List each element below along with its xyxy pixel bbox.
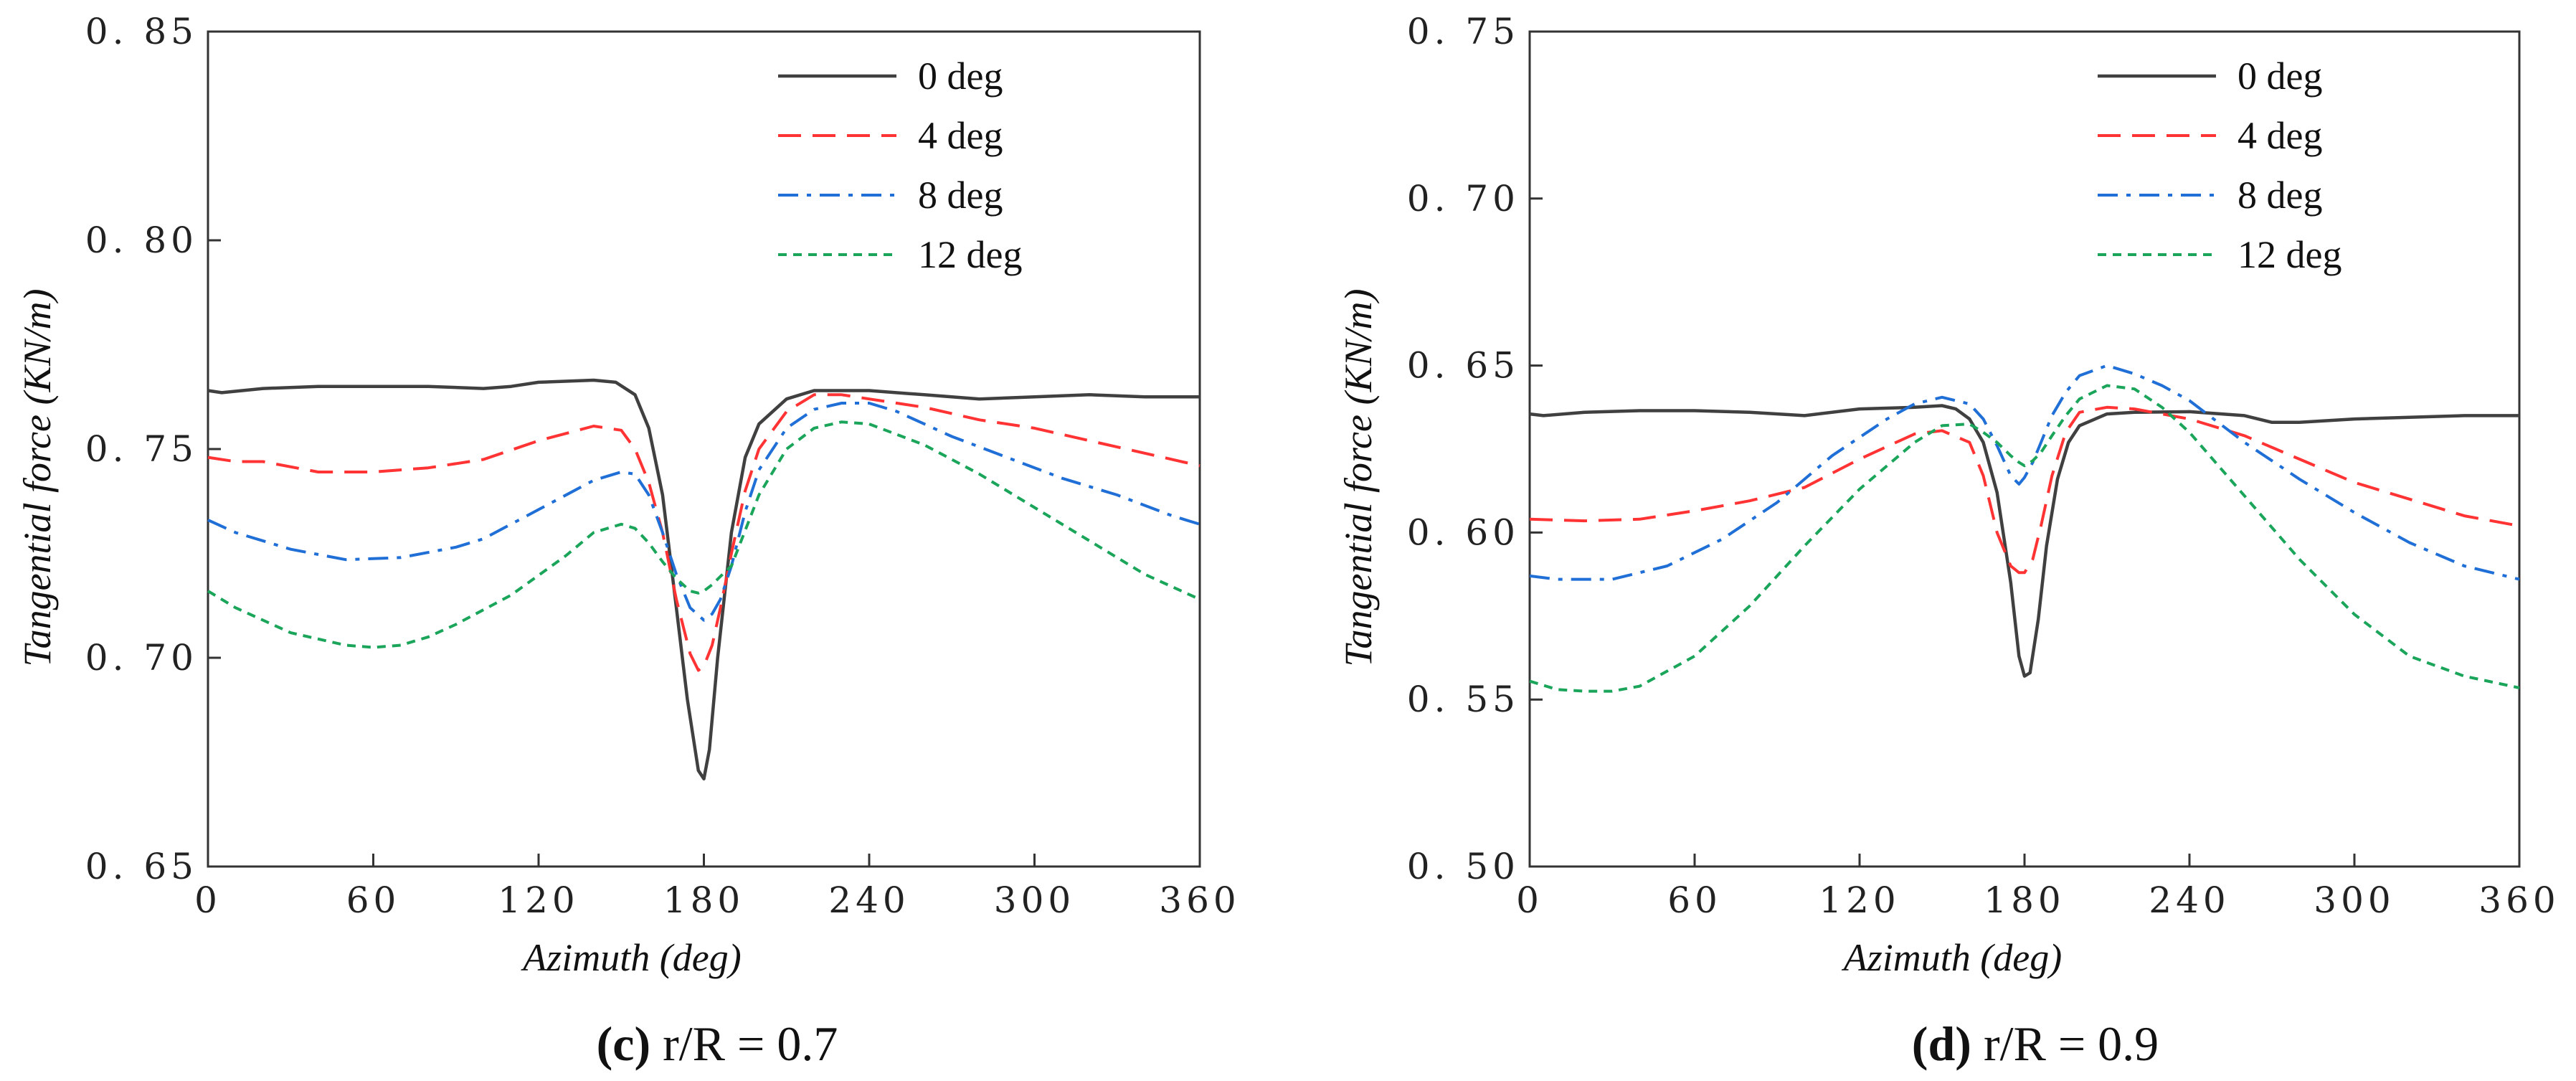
y-tick-label: 0. 80 [85, 219, 198, 261]
x-tick-label: 0 [1516, 879, 1543, 921]
y-tick-label: 0. 55 [1407, 679, 1520, 720]
chart-panel-c: 0 60 120 180 240 300 360 0. 65 0. 70 0. 75 0. 80 0.… [16, 11, 1240, 979]
y-tick-label: 0. 50 [1407, 846, 1520, 887]
y-tick-label: 0. 85 [85, 11, 198, 52]
legend-label: 8 deg [2238, 174, 2322, 217]
caption-d: (d) r/R = 0.9 [1912, 1016, 2159, 1071]
caption-d-letter: d [1928, 1016, 1955, 1071]
y-tick-label: 0. 75 [1407, 11, 1520, 52]
series-line-0-deg [1529, 404, 2519, 678]
y-axis-label: Tangential force (KN/m) [1337, 288, 1380, 666]
series-line-0-deg [207, 378, 1200, 781]
x-axis-label: Azimuth (deg) [521, 936, 741, 979]
y-tick-label: 0. 70 [85, 637, 198, 679]
x-tick-label: 180 [663, 879, 744, 921]
caption-d-text: r/R = 0.9 [1971, 1016, 2159, 1071]
x-tick-label: 240 [828, 879, 909, 921]
x-tick-label: 180 [1984, 879, 2065, 921]
caption-c: (c) r/R = 0.7 [597, 1016, 838, 1071]
x-tick-label: 60 [1667, 879, 1722, 921]
legend-label: 8 deg [918, 174, 1003, 217]
legend-label: 4 deg [918, 114, 1003, 157]
series-line-12-deg [1529, 384, 2520, 693]
series-line-8-deg [207, 402, 1201, 622]
caption-c-letter: c [612, 1016, 634, 1071]
legend-label: 0 deg [918, 55, 1003, 98]
y-tick-label: 0. 60 [1407, 511, 1520, 553]
y-tick-label: 0. 70 [1407, 178, 1520, 219]
series-line-4-deg [1529, 405, 2520, 575]
series-line-8-deg [1529, 364, 2520, 581]
plot-frame [207, 30, 1201, 868]
x-axis-label: Azimuth (deg) [1842, 936, 2062, 979]
y-tick-label: 0. 75 [85, 428, 198, 470]
y-tick-label: 0. 65 [1407, 345, 1520, 387]
caption-c-text: r/R = 0.7 [650, 1016, 838, 1071]
x-tick-label: 360 [1159, 879, 1240, 921]
x-tick-label: 120 [498, 879, 579, 921]
x-tick-label: 60 [346, 879, 401, 921]
legend-label: 12 deg [2238, 233, 2341, 276]
x-tick-label: 120 [1819, 879, 1900, 921]
y-tick-label: 0. 65 [85, 846, 198, 887]
x-tick-label: 360 [2478, 879, 2560, 921]
series-line-12-deg [207, 420, 1201, 649]
plot-frame [1528, 30, 2521, 868]
x-tick-label: 0 [194, 879, 222, 921]
series-line-4-deg [207, 393, 1201, 672]
x-tick-label: 300 [2314, 879, 2395, 921]
legend-label: 0 deg [2238, 55, 2322, 98]
chart-panel-d: 0 60 120 180 240 300 360 0. 50 0. 55 0. 60 0. 65 0.… [1337, 11, 2560, 979]
x-tick-label: 300 [994, 879, 1075, 921]
legend-label: 12 deg [918, 233, 1022, 276]
y-axis-label: Tangential force (KN/m) [16, 288, 59, 666]
x-tick-label: 240 [2149, 879, 2230, 921]
legend-label: 4 deg [2238, 114, 2322, 157]
